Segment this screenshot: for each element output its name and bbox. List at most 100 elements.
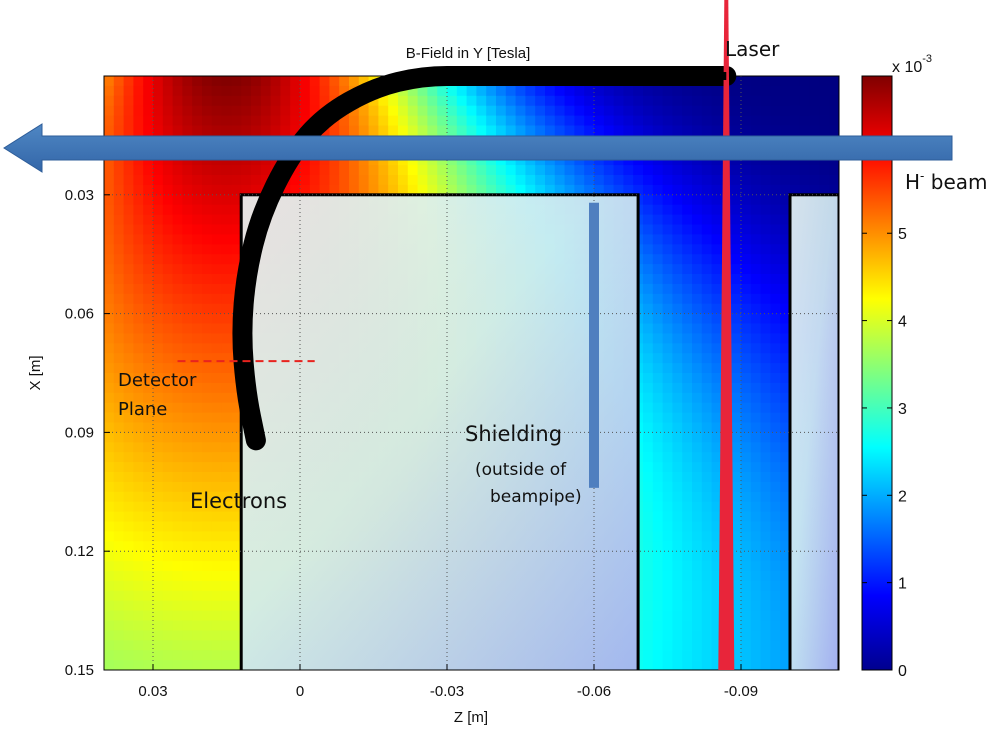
heatmap-cell <box>574 184 585 196</box>
heatmap-cell <box>133 541 144 552</box>
heatmap-cell <box>476 115 487 127</box>
heatmap-cell <box>799 175 811 186</box>
heatmap-cell <box>711 660 722 670</box>
heatmap-cell <box>584 85 595 97</box>
heatmap-cell <box>133 491 144 503</box>
heatmap-cell <box>799 125 811 136</box>
heatmap-cell <box>545 125 556 136</box>
heatmap-cell <box>731 254 742 265</box>
heatmap-cell <box>496 95 507 107</box>
heatmap-cell <box>192 531 203 542</box>
heatmap-cell <box>221 165 232 176</box>
heatmap-cell <box>505 175 517 186</box>
heatmap-cell <box>741 353 752 364</box>
beam-arrow <box>3 123 953 173</box>
heatmap-cell <box>780 264 791 275</box>
heatmap-cell <box>231 650 242 661</box>
heatmap-cell <box>741 571 752 582</box>
heatmap-cell <box>662 264 673 275</box>
heatmap-cell <box>760 105 771 117</box>
heatmap-cell <box>652 511 664 523</box>
heatmap-cell <box>731 76 742 87</box>
heatmap-cell <box>339 175 350 186</box>
heatmap-cell <box>760 254 771 265</box>
heatmap-cell <box>349 165 360 176</box>
heatmap-cell <box>113 76 125 87</box>
heatmap-cell <box>211 194 223 206</box>
heatmap-cell <box>672 462 683 473</box>
heatmap-cell <box>780 422 791 433</box>
heatmap-cell <box>711 175 722 186</box>
heatmap-cell <box>652 224 664 235</box>
heatmap-cell <box>231 472 242 483</box>
heatmap-cell <box>270 76 281 87</box>
heatmap-cell <box>172 274 183 285</box>
heatmap-cell <box>368 105 379 117</box>
heatmap-cell <box>172 382 183 394</box>
heatmap-cell <box>123 333 134 344</box>
heatmap-cell <box>329 184 340 196</box>
heatmap-cell <box>780 214 791 226</box>
heatmap-cell <box>731 442 742 453</box>
heatmap-cell <box>104 630 115 641</box>
heatmap-cell <box>437 95 448 107</box>
heatmap-cell <box>192 382 203 394</box>
heatmap-cell <box>672 590 683 602</box>
heatmap-cell <box>682 105 693 117</box>
heatmap-cell <box>192 214 203 226</box>
heatmap-cell <box>750 481 762 493</box>
heatmap-cell <box>162 472 174 483</box>
heatmap-cell <box>211 125 223 136</box>
heatmap-cell <box>104 115 115 127</box>
heatmap-cell <box>172 343 183 354</box>
heatmap-cell <box>692 571 703 582</box>
heatmap-cell <box>643 283 654 295</box>
heatmap-cell <box>123 501 134 513</box>
heatmap-cell <box>113 224 125 235</box>
heatmap-cell <box>770 620 781 631</box>
heatmap-cell <box>574 105 585 117</box>
heatmap-cell <box>447 105 458 117</box>
heatmap-cell <box>760 244 771 255</box>
heatmap-cell <box>153 481 164 493</box>
heatmap-cell <box>113 234 125 245</box>
heatmap-cell <box>662 125 673 136</box>
heatmap-cell <box>456 95 468 107</box>
heatmap-cell <box>741 472 752 483</box>
heatmap-cell <box>692 600 703 612</box>
heatmap-cell <box>221 204 232 216</box>
heatmap-cell <box>123 293 134 305</box>
heatmap-cell <box>613 175 624 186</box>
heatmap-cell <box>192 600 203 612</box>
heatmap-cell <box>133 660 144 670</box>
heatmap-cell <box>241 85 252 97</box>
heatmap-cell <box>731 373 742 384</box>
heatmap-cell <box>113 95 125 107</box>
heatmap-cell <box>692 511 703 523</box>
heatmap-cell <box>829 165 839 176</box>
heatmap-cell <box>466 105 477 117</box>
heatmap-cell <box>652 234 664 245</box>
heatmap-cell <box>711 125 722 136</box>
heatmap-cell <box>780 333 791 344</box>
heatmap-cell <box>731 561 742 572</box>
heatmap-cell <box>780 442 791 453</box>
heatmap-cell <box>750 234 762 245</box>
heatmap-cell <box>770 234 781 245</box>
heatmap-cell <box>123 184 134 196</box>
heatmap-cell <box>701 551 713 562</box>
heatmap-cell <box>760 363 771 374</box>
heatmap-cell <box>711 313 722 325</box>
heatmap-cell <box>143 76 154 87</box>
heatmap-cell <box>692 184 703 196</box>
heatmap-cell <box>554 125 566 136</box>
heatmap-cell <box>750 640 762 651</box>
heatmap-cell <box>104 214 115 226</box>
heatmap-cell <box>760 452 771 463</box>
heatmap-cell <box>623 115 634 127</box>
heatmap-cell <box>172 630 183 641</box>
heatmap-cell <box>388 175 399 186</box>
heatmap-cell <box>770 571 781 582</box>
heatmap-cell <box>662 610 673 622</box>
heatmap-cell <box>104 531 115 542</box>
